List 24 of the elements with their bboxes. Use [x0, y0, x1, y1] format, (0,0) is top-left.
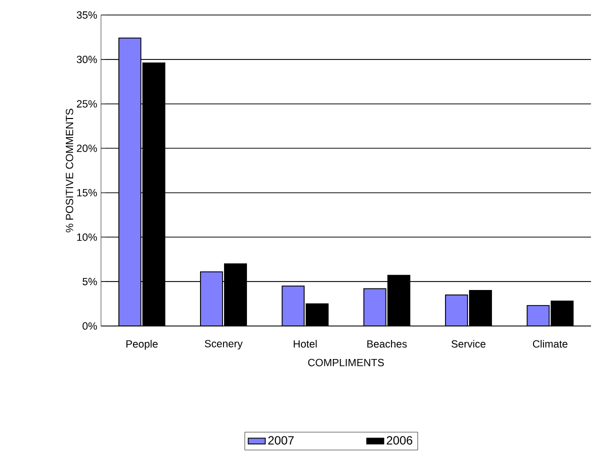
y-tick-label: 25%	[76, 100, 97, 108]
bar	[526, 305, 550, 326]
y-tick-label: 10%	[77, 233, 97, 241]
x-tick-label: Beaches	[367, 340, 407, 348]
x-tick-label: People	[126, 340, 158, 350]
legend-label: 2007	[268, 436, 294, 445]
x-tick-label: Hotel	[294, 340, 317, 348]
bar	[445, 294, 468, 326]
x-tick-label: Climate	[532, 340, 568, 348]
bar	[200, 271, 223, 326]
legend-label: 2006	[386, 436, 412, 445]
y-axis-title: % POSITIVE COMMENTS	[66, 108, 74, 232]
x-axis-title: COMPLIMENTS	[308, 358, 384, 366]
y-tick-label: 35%	[76, 11, 97, 19]
bar	[282, 286, 305, 326]
x-tick-label: Service	[452, 340, 486, 348]
bar	[118, 38, 142, 326]
y-tick-label: 0%	[82, 322, 97, 330]
y-tick-label: 20%	[76, 144, 97, 152]
y-tick-label: 15%	[77, 189, 97, 196]
bar	[363, 288, 386, 326]
x-tick-label: Scenery	[204, 340, 243, 350]
y-tick-label: 5%	[82, 278, 97, 286]
y-tick-label: 30%	[76, 56, 97, 64]
